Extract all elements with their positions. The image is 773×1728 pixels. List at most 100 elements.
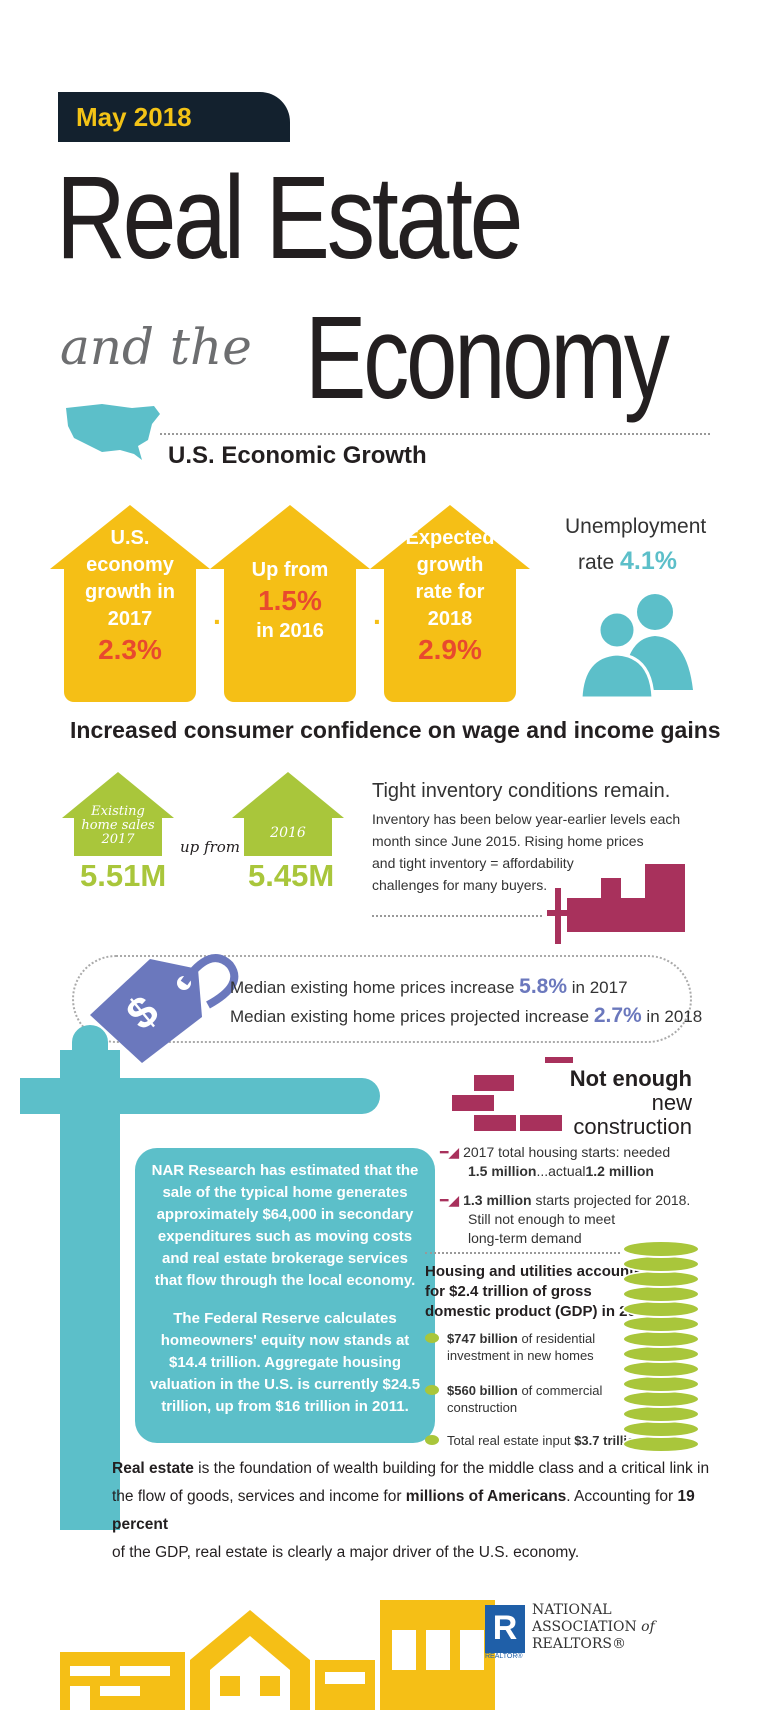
- divider: [372, 915, 542, 917]
- trowel-icon: ━◢: [440, 1144, 460, 1160]
- sign-text: homeowners' equity now stands at: [160, 1332, 410, 1349]
- inventory-text: Inventory has been below year-earlier le…: [372, 811, 681, 827]
- sign-text: $14.4 trillion. Aggregate housing: [169, 1354, 401, 1371]
- house-label: 2016: [270, 825, 306, 841]
- arrow-text: rate for: [415, 581, 485, 603]
- arrow-text: in 2016: [256, 620, 324, 642]
- gdp-heading: for $2.4 trillion of gross: [425, 1283, 592, 1300]
- sign-post: [60, 1050, 120, 1530]
- construction-text: 2017 total housing starts: needed: [463, 1144, 671, 1160]
- house-label: Existing: [91, 804, 145, 819]
- unemployment-label: Unemployment: [565, 515, 707, 538]
- sign-text: approximately $64,000 in secondary: [156, 1206, 414, 1223]
- footer-text: Real estate: [112, 1460, 194, 1477]
- date-banner: May 2018: [58, 92, 290, 142]
- footer-text: of the GDP, real estate is clearly a maj…: [112, 1544, 580, 1561]
- inventory-text: month since June 2015. Rising home price…: [372, 833, 644, 849]
- sign-text: trillion, up from $16 trillion in 2011.: [161, 1398, 409, 1415]
- coin-bullet-icon: [425, 1333, 439, 1343]
- logo-text: REALTORS®: [532, 1636, 626, 1652]
- footer-text: millions of Americans: [405, 1488, 567, 1505]
- growth-arrow-2016: Up from 1.5% in 2016: [210, 505, 370, 702]
- gdp-value: $560 billion: [447, 1383, 518, 1398]
- dollar-icon: $: [656, 1212, 668, 1234]
- arrow-text: U.S.: [110, 527, 150, 549]
- logo-text: of: [641, 1619, 655, 1635]
- arrow-text: Expected: [405, 527, 495, 549]
- home-sales-2016: 5.45M: [248, 858, 335, 893]
- footer-text: 19 percent: [112, 1488, 695, 1533]
- buildings-icon: [60, 1600, 495, 1710]
- growth-value: 2.9%: [418, 634, 482, 665]
- price-text: Median existing home prices increase: [230, 978, 515, 997]
- growth-value: 1.5%: [258, 585, 322, 616]
- coin-bullet-icon: [425, 1435, 439, 1445]
- price-text: in 2017: [571, 978, 628, 997]
- construction-text: long-term demand: [468, 1230, 582, 1246]
- growth-heading: U.S. Economic Growth: [168, 442, 427, 469]
- gdp-text: of commercial: [521, 1383, 603, 1398]
- construction-title: construction: [573, 1114, 692, 1139]
- arrow-text: Up from: [251, 559, 329, 581]
- arrow-text: economy: [86, 554, 174, 576]
- construction-text: starts projected for 2018.: [535, 1192, 691, 1208]
- nar-logo-text: NATIONAL ASSOCIATION of REALTORS®: [532, 1602, 655, 1653]
- rate-label: rate: [578, 551, 615, 574]
- construction-text: 1.5 million: [468, 1163, 537, 1179]
- inventory-text: challenges for many buyers.: [372, 877, 548, 893]
- arrow-text: 2017: [107, 608, 153, 630]
- title-real-estate: Real Estate: [56, 152, 523, 284]
- construction-title: new: [651, 1090, 692, 1115]
- house-icon: [62, 772, 174, 856]
- logo-text: NATIONAL: [532, 1602, 612, 1618]
- gdp-text: investment in new homes: [447, 1348, 594, 1363]
- gdp-text: of residential: [521, 1331, 596, 1346]
- title-economy: Economy: [305, 292, 670, 424]
- construction-text: 1.3 million: [463, 1192, 532, 1208]
- title-and-the: and the: [60, 318, 252, 376]
- price-text: in 2018: [646, 1007, 703, 1026]
- realtor-logo-sub: REALTOR®: [485, 1653, 523, 1660]
- growth-arrow-2017: U.S. economy growth in 2017 2.3%: [50, 505, 210, 702]
- growth-arrow-2018: Expected growth rate for 2018 2.9%: [370, 505, 530, 702]
- sign-text: The Federal Reserve calculates: [173, 1310, 397, 1327]
- gdp-text: construction: [447, 1400, 518, 1415]
- gdp-text: Total real estate input: [447, 1433, 571, 1448]
- realtor-logo-badge: R: [485, 1605, 525, 1653]
- prices-box: [72, 955, 692, 1043]
- sign-text: NAR Research has estimated that the: [151, 1162, 419, 1179]
- construction-title: Not enough: [569, 1066, 692, 1091]
- construction-text: Still not enough to meet: [468, 1211, 616, 1227]
- arrow-text: growth in: [85, 581, 175, 603]
- us-map-icon: [66, 404, 160, 460]
- footer-text: the flow of goods, services and income f…: [112, 1488, 406, 1505]
- footer-text: . Accounting for: [566, 1488, 678, 1505]
- price-text: Median existing home prices projected in…: [230, 1007, 590, 1026]
- footer-text: is the foundation of wealth building for…: [193, 1460, 710, 1477]
- logo-text: ASSOCIATION: [532, 1619, 637, 1635]
- unemployment-value: 4.1%: [620, 547, 678, 575]
- house-icon: [232, 772, 344, 856]
- gdp-value: $747 billion: [447, 1331, 518, 1346]
- price-increase-2017: 5.8%: [519, 975, 568, 998]
- construction-text: 1.2 million: [585, 1163, 654, 1179]
- house-label: home sales: [81, 818, 155, 833]
- gdp-heading: Housing and utilities accounted: [425, 1263, 652, 1280]
- footer-paragraph: Real estate is the foundation of wealth …: [112, 1455, 722, 1567]
- divider: [425, 1252, 620, 1254]
- sign-text: and real estate brokerage services: [162, 1250, 408, 1267]
- construction-text: ...actual: [536, 1163, 586, 1179]
- divider: [160, 433, 710, 435]
- sign-post-cap: [72, 1025, 108, 1059]
- price-tag-icon: $: [90, 954, 239, 1063]
- arrow-text: growth: [416, 554, 484, 576]
- people-icon: [579, 594, 693, 700]
- growth-value: 2.3%: [98, 634, 162, 665]
- price-increase-2018: 2.7%: [593, 1004, 642, 1027]
- coin: [622, 1240, 700, 1258]
- house-label: 2017: [101, 832, 135, 847]
- arrow-text: 2018: [427, 608, 473, 630]
- gdp-heading: domestic product (GDP) in 2017: [425, 1303, 653, 1320]
- coin-bullet-icon: [425, 1385, 439, 1395]
- sign-text: sale of the typical home generates: [162, 1184, 408, 1201]
